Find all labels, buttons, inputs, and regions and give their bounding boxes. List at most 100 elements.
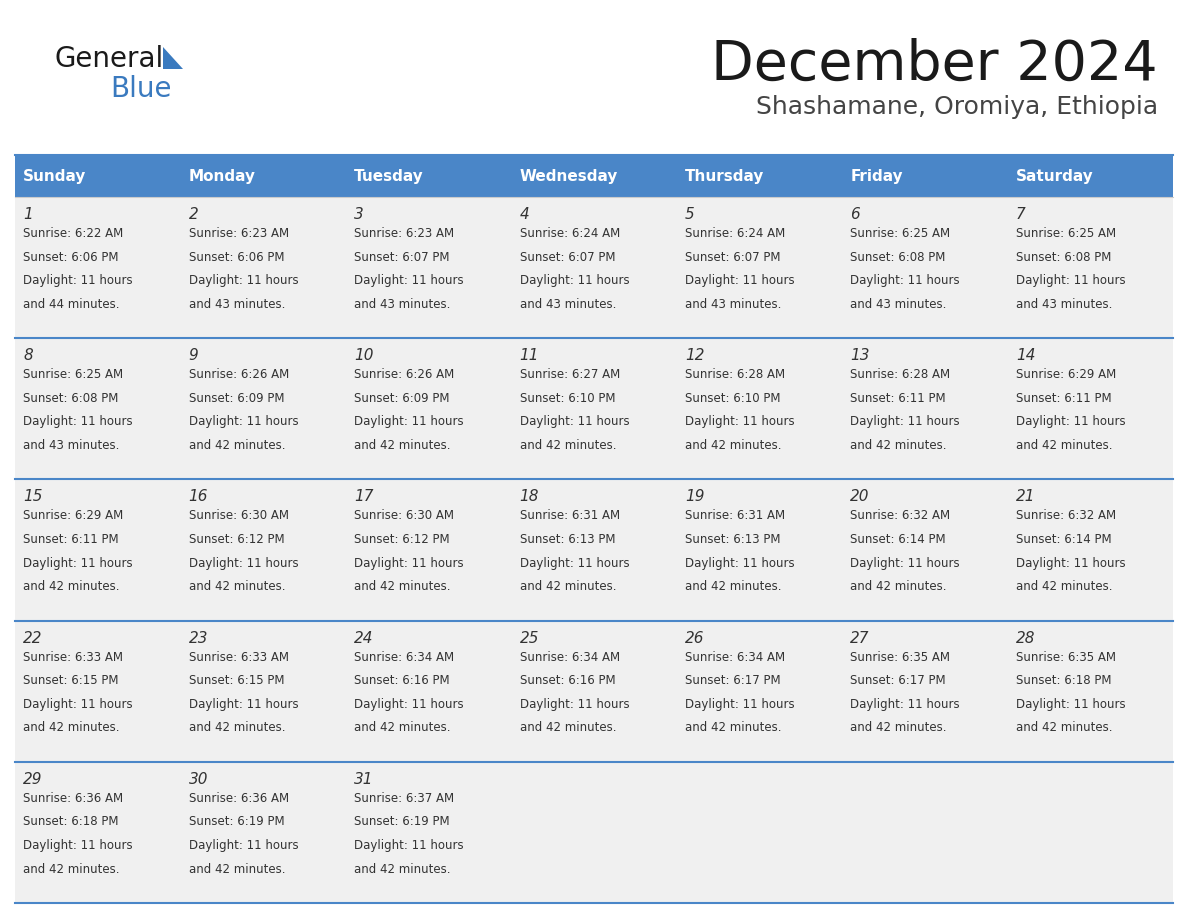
Text: 28: 28: [1016, 631, 1036, 645]
Text: 4: 4: [519, 207, 530, 222]
Text: Daylight: 11 hours: Daylight: 11 hours: [519, 274, 630, 287]
Bar: [15, 155, 181, 197]
Text: Sunset: 6:11 PM: Sunset: 6:11 PM: [851, 392, 946, 405]
Text: Sunrise: 6:33 AM: Sunrise: 6:33 AM: [189, 651, 289, 664]
Text: 12: 12: [685, 348, 704, 364]
Text: Sunrise: 6:23 AM: Sunrise: 6:23 AM: [189, 227, 289, 240]
Bar: [15, 762, 1173, 903]
Text: Daylight: 11 hours: Daylight: 11 hours: [685, 556, 795, 569]
Text: 2: 2: [189, 207, 198, 222]
Text: Shashamane, Oromiya, Ethiopia: Shashamane, Oromiya, Ethiopia: [756, 95, 1158, 119]
Polygon shape: [163, 47, 183, 69]
Text: Sunset: 6:16 PM: Sunset: 6:16 PM: [519, 674, 615, 688]
Text: Sunrise: 6:36 AM: Sunrise: 6:36 AM: [24, 792, 124, 805]
Text: Blue: Blue: [110, 75, 171, 103]
Text: Sunrise: 6:35 AM: Sunrise: 6:35 AM: [851, 651, 950, 664]
Text: Sunset: 6:10 PM: Sunset: 6:10 PM: [519, 392, 615, 405]
Text: and 42 minutes.: and 42 minutes.: [519, 439, 617, 452]
Text: and 42 minutes.: and 42 minutes.: [24, 722, 120, 734]
Text: and 43 minutes.: and 43 minutes.: [519, 297, 615, 311]
Text: Sunset: 6:11 PM: Sunset: 6:11 PM: [1016, 392, 1112, 405]
Text: 1: 1: [24, 207, 33, 222]
Text: Sunset: 6:11 PM: Sunset: 6:11 PM: [24, 533, 119, 546]
Text: Daylight: 11 hours: Daylight: 11 hours: [24, 698, 133, 711]
Text: Sunset: 6:19 PM: Sunset: 6:19 PM: [189, 815, 284, 828]
Text: and 42 minutes.: and 42 minutes.: [189, 722, 285, 734]
Text: 26: 26: [685, 631, 704, 645]
Text: Daylight: 11 hours: Daylight: 11 hours: [354, 556, 463, 569]
Text: and 43 minutes.: and 43 minutes.: [851, 297, 947, 311]
Text: Sunrise: 6:32 AM: Sunrise: 6:32 AM: [851, 509, 950, 522]
Text: Sunrise: 6:25 AM: Sunrise: 6:25 AM: [24, 368, 124, 381]
Bar: [677, 155, 842, 197]
Text: 10: 10: [354, 348, 374, 364]
Text: Saturday: Saturday: [1016, 169, 1094, 184]
Text: Sunrise: 6:33 AM: Sunrise: 6:33 AM: [24, 651, 124, 664]
Text: 3: 3: [354, 207, 364, 222]
Text: Sunrise: 6:31 AM: Sunrise: 6:31 AM: [685, 509, 785, 522]
Text: Sunset: 6:08 PM: Sunset: 6:08 PM: [851, 251, 946, 263]
Text: and 44 minutes.: and 44 minutes.: [24, 297, 120, 311]
Text: Tuesday: Tuesday: [354, 169, 424, 184]
Text: Sunset: 6:18 PM: Sunset: 6:18 PM: [24, 815, 119, 828]
Text: 6: 6: [851, 207, 860, 222]
Text: 25: 25: [519, 631, 539, 645]
Text: Sunset: 6:07 PM: Sunset: 6:07 PM: [685, 251, 781, 263]
Text: 27: 27: [851, 631, 870, 645]
Text: Sunset: 6:18 PM: Sunset: 6:18 PM: [1016, 674, 1111, 688]
Text: Daylight: 11 hours: Daylight: 11 hours: [685, 274, 795, 287]
Text: 22: 22: [24, 631, 43, 645]
Text: Sunrise: 6:26 AM: Sunrise: 6:26 AM: [189, 368, 289, 381]
Text: Sunset: 6:17 PM: Sunset: 6:17 PM: [685, 674, 781, 688]
Text: and 42 minutes.: and 42 minutes.: [1016, 580, 1112, 593]
Text: 30: 30: [189, 772, 208, 787]
Text: Daylight: 11 hours: Daylight: 11 hours: [354, 839, 463, 852]
Text: Daylight: 11 hours: Daylight: 11 hours: [1016, 274, 1125, 287]
Text: and 43 minutes.: and 43 minutes.: [24, 439, 120, 452]
Text: 14: 14: [1016, 348, 1036, 364]
Text: Sunset: 6:16 PM: Sunset: 6:16 PM: [354, 674, 450, 688]
Text: Sunset: 6:07 PM: Sunset: 6:07 PM: [519, 251, 615, 263]
Text: General: General: [55, 45, 164, 73]
Bar: [181, 155, 346, 197]
Text: Daylight: 11 hours: Daylight: 11 hours: [851, 556, 960, 569]
Text: and 42 minutes.: and 42 minutes.: [189, 439, 285, 452]
Text: Daylight: 11 hours: Daylight: 11 hours: [1016, 556, 1125, 569]
Text: Sunrise: 6:29 AM: Sunrise: 6:29 AM: [1016, 368, 1116, 381]
Text: Daylight: 11 hours: Daylight: 11 hours: [519, 415, 630, 429]
Text: Sunset: 6:15 PM: Sunset: 6:15 PM: [189, 674, 284, 688]
Text: Daylight: 11 hours: Daylight: 11 hours: [851, 274, 960, 287]
Text: 7: 7: [1016, 207, 1025, 222]
Text: Daylight: 11 hours: Daylight: 11 hours: [189, 274, 298, 287]
Text: Sunrise: 6:28 AM: Sunrise: 6:28 AM: [851, 368, 950, 381]
Text: Sunrise: 6:37 AM: Sunrise: 6:37 AM: [354, 792, 454, 805]
Text: and 42 minutes.: and 42 minutes.: [354, 722, 450, 734]
Text: Sunrise: 6:34 AM: Sunrise: 6:34 AM: [354, 651, 454, 664]
Text: Daylight: 11 hours: Daylight: 11 hours: [189, 698, 298, 711]
Text: Daylight: 11 hours: Daylight: 11 hours: [354, 698, 463, 711]
Text: Daylight: 11 hours: Daylight: 11 hours: [685, 415, 795, 429]
Text: 5: 5: [685, 207, 695, 222]
Text: 24: 24: [354, 631, 374, 645]
Text: Sunrise: 6:25 AM: Sunrise: 6:25 AM: [851, 227, 950, 240]
Text: Sunset: 6:13 PM: Sunset: 6:13 PM: [685, 533, 781, 546]
Text: and 42 minutes.: and 42 minutes.: [354, 439, 450, 452]
Text: Sunrise: 6:32 AM: Sunrise: 6:32 AM: [1016, 509, 1116, 522]
Text: and 42 minutes.: and 42 minutes.: [1016, 722, 1112, 734]
Text: and 43 minutes.: and 43 minutes.: [189, 297, 285, 311]
Text: Sunset: 6:09 PM: Sunset: 6:09 PM: [189, 392, 284, 405]
Text: Thursday: Thursday: [685, 169, 764, 184]
Text: 8: 8: [24, 348, 33, 364]
Text: 23: 23: [189, 631, 208, 645]
Bar: [346, 155, 511, 197]
Text: Daylight: 11 hours: Daylight: 11 hours: [519, 698, 630, 711]
Text: 11: 11: [519, 348, 539, 364]
Text: Sunrise: 6:23 AM: Sunrise: 6:23 AM: [354, 227, 454, 240]
Text: 15: 15: [24, 489, 43, 504]
Text: Sunset: 6:06 PM: Sunset: 6:06 PM: [189, 251, 284, 263]
Text: Daylight: 11 hours: Daylight: 11 hours: [685, 698, 795, 711]
Text: and 43 minutes.: and 43 minutes.: [1016, 297, 1112, 311]
Text: Daylight: 11 hours: Daylight: 11 hours: [354, 274, 463, 287]
Text: Sunrise: 6:24 AM: Sunrise: 6:24 AM: [685, 227, 785, 240]
Text: Sunrise: 6:36 AM: Sunrise: 6:36 AM: [189, 792, 289, 805]
